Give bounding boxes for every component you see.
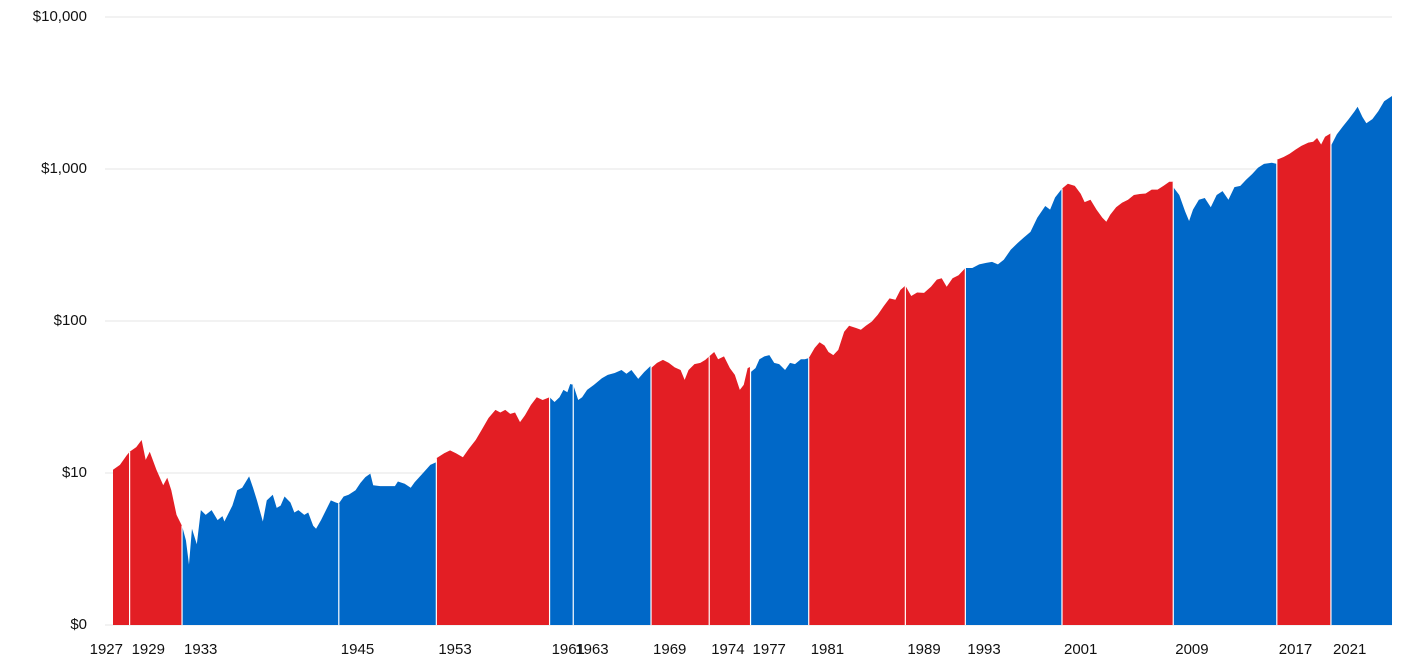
x-segment-label: 1933 <box>184 641 217 658</box>
area-segment <box>651 356 710 625</box>
x-segment-label: 2021 <box>1333 641 1366 658</box>
area-segment <box>182 476 339 625</box>
area-segment <box>750 355 809 625</box>
y-tick-label: $10,000 <box>33 8 87 25</box>
areas <box>113 96 1392 626</box>
y-tick-label: $100 <box>54 312 87 329</box>
area-segment <box>1276 133 1331 625</box>
area-segment <box>1330 96 1392 626</box>
area-segment <box>905 268 966 625</box>
y-tick-label: $0 <box>70 616 87 633</box>
area-segment <box>965 188 1062 626</box>
area-segment <box>573 365 652 625</box>
x-segment-label: 2017 <box>1279 641 1312 658</box>
x-segment-label: 1969 <box>653 641 686 658</box>
x-segment-label: 1961 <box>552 641 585 658</box>
x-segment-label: 1945 <box>341 641 374 658</box>
area-segment <box>549 384 574 625</box>
x-segment-label: 1981 <box>811 641 844 658</box>
area-segment <box>129 439 182 625</box>
area-segment <box>113 451 130 625</box>
area-segment <box>808 285 906 625</box>
x-segment-label: 1927 <box>90 641 123 658</box>
area-segment <box>1061 181 1174 625</box>
x-segment-label: 1929 <box>132 641 165 658</box>
area-segment <box>338 462 437 625</box>
y-tick-label: $1,000 <box>41 160 87 177</box>
labels: $0 $10 $100 $1,000 $10,000 1927 1929 1933 1945 19… <box>33 8 1367 658</box>
x-segment-label: 1963 <box>575 641 608 658</box>
x-segment-label: 1989 <box>907 641 940 658</box>
x-segment-label: 2009 <box>1175 641 1208 658</box>
area-segment <box>709 352 751 625</box>
x-segment-label: 1974 <box>711 641 744 658</box>
x-segment-label: 1977 <box>753 641 786 658</box>
x-segment-label: 2001 <box>1064 641 1097 658</box>
area-segment <box>436 397 550 625</box>
area-segment <box>1173 162 1277 625</box>
x-segment-label: 1953 <box>438 641 471 658</box>
x-segment-label: 1993 <box>967 641 1000 658</box>
y-tick-label: $10 <box>62 464 87 481</box>
